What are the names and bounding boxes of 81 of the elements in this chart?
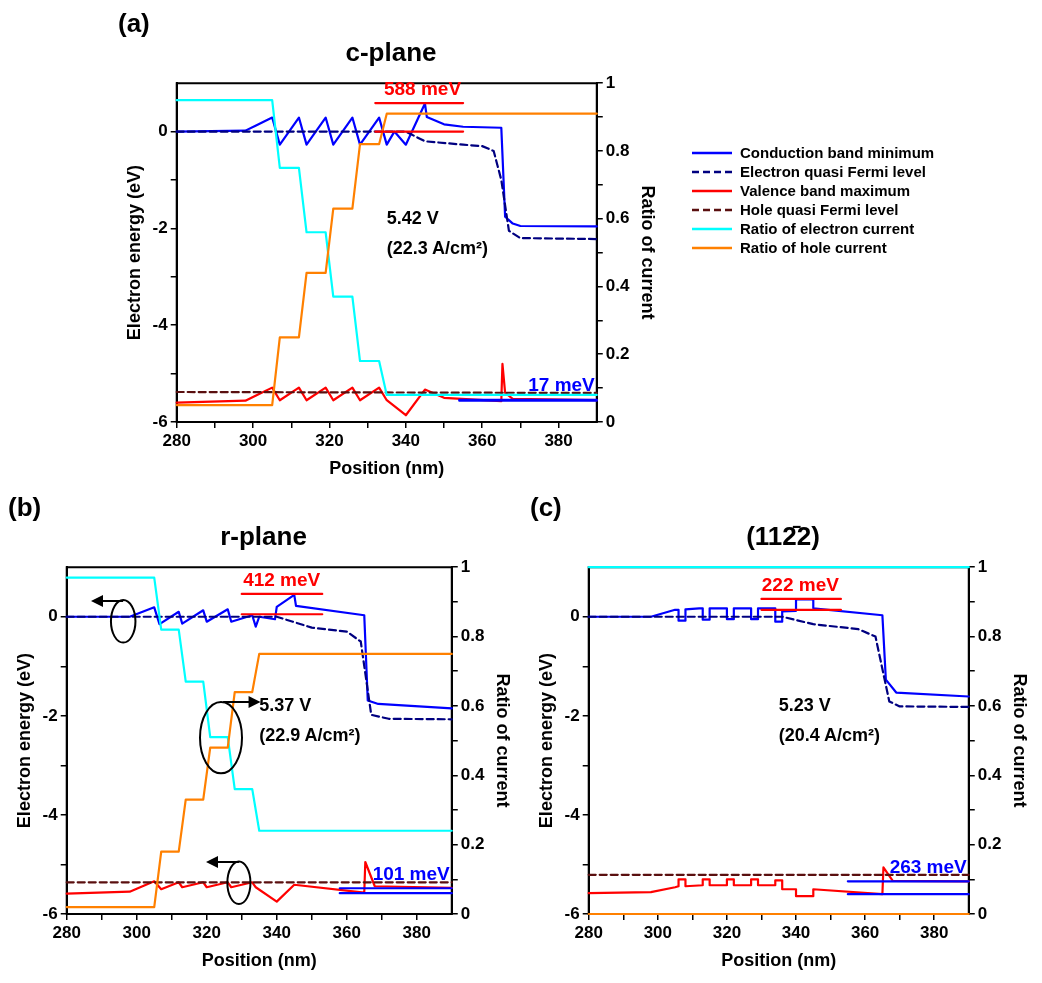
y2-axis-title: Ratio of current	[493, 673, 514, 808]
x-axis-title: Position (nm)	[329, 458, 445, 479]
annotation: 5.23 V	[778, 694, 831, 715]
y-tick-label: -2	[564, 705, 580, 725]
x-tick-label: 360	[332, 922, 361, 942]
text: (c)	[530, 492, 562, 523]
legend-label: Valence band maximum	[740, 181, 911, 201]
y2-tick-label: 0.8	[977, 626, 1002, 646]
annotation: (22.3 A/cm²)	[386, 237, 489, 258]
x-axis-title: Position (nm)	[721, 950, 837, 971]
annotation: 5.42 V	[386, 207, 439, 228]
y2-tick-label: 1	[460, 556, 471, 576]
text: (a)	[118, 8, 150, 39]
x-tick-label: 360	[468, 430, 497, 450]
series-label: 222 meV	[761, 573, 840, 595]
legend-label: Ratio of hole current	[740, 238, 887, 258]
y2-axis-title: Ratio of current	[1010, 673, 1031, 808]
chart-title: c-plane	[345, 36, 437, 67]
y-tick-label: 0	[570, 606, 580, 626]
series-label: 412 meV	[243, 568, 321, 590]
y2-tick-label: 0	[460, 903, 471, 923]
y2-tick-label: 1	[977, 556, 988, 576]
annotation: (20.4 A/cm²)	[778, 724, 881, 745]
y2-tick-label: 0	[977, 903, 988, 923]
y2-tick-label: 0.8	[460, 626, 485, 646]
x-tick-label: 360	[850, 922, 880, 942]
legend-label: Electron quasi Fermi level	[740, 162, 926, 182]
y2-tick-label: 0.4	[460, 764, 485, 784]
y2-tick-label: 0.6	[977, 695, 1002, 715]
x-tick-label: 340	[262, 922, 291, 942]
x-tick-label: 380	[544, 430, 573, 450]
y2-tick-label: 0.4	[977, 764, 1002, 784]
y-tick-label: -2	[152, 218, 168, 238]
series-label: 17 meV	[528, 374, 596, 396]
annotation: 5.37 V	[259, 694, 312, 715]
y2-tick-label: 0.2	[460, 834, 485, 854]
y2-tick-label: 0	[605, 411, 616, 431]
y2-axis-title: Ratio of current	[638, 185, 659, 320]
series-label: 101 meV	[372, 862, 451, 884]
y-tick-label: -4	[564, 804, 581, 824]
x-tick-label: 340	[391, 430, 421, 450]
y-tick-label: -6	[564, 903, 580, 923]
x-tick-label: 280	[52, 922, 81, 942]
y2-tick-label: 0.8	[605, 140, 630, 160]
x-tick-label: 300	[122, 922, 151, 942]
x-tick-label: 320	[192, 922, 221, 942]
y2-tick-label: 0.2	[977, 834, 1002, 854]
x-tick-label: 320	[315, 430, 344, 450]
y2-tick-label: 0.4	[605, 276, 630, 296]
x-tick-label: 300	[643, 922, 672, 942]
text: (b)	[8, 492, 42, 523]
legend-label: Hole quasi Fermi level	[740, 200, 899, 220]
series-label: 588 meV	[383, 77, 462, 99]
x-tick-label: 280	[162, 430, 191, 450]
y-axis-title: Electron energy (eV)	[535, 653, 556, 829]
x-tick-label: 280	[574, 922, 603, 942]
y2-tick-label: 0.2	[605, 343, 630, 363]
y-tick-label: 0	[158, 121, 168, 141]
y-tick-label: -6	[42, 903, 58, 923]
x-tick-label: 300	[238, 430, 268, 450]
y-tick-label: -4	[152, 314, 169, 334]
x-tick-label: 320	[712, 922, 742, 942]
y2-tick-label: 1	[605, 72, 616, 92]
legend-label: Ratio of electron current	[740, 219, 915, 239]
chart-title: (112̄2)	[746, 520, 820, 551]
y-tick-label: -4	[42, 804, 59, 824]
y-tick-label: -6	[152, 411, 168, 431]
x-axis-title: Position (nm)	[201, 950, 317, 971]
y-axis-title: Electron energy (eV)	[13, 653, 34, 829]
y-tick-label: -2	[42, 705, 58, 725]
x-tick-label: 380	[920, 922, 949, 942]
x-tick-label: 340	[781, 922, 811, 942]
y2-tick-label: 0.6	[605, 208, 630, 228]
chart-title: r-plane	[220, 520, 307, 551]
annotation: (22.9 A/cm²)	[259, 724, 361, 745]
y-axis-title: Electron energy (eV)	[123, 165, 144, 341]
legend-label: Conduction band minimum	[740, 143, 935, 163]
y2-tick-label: 0.6	[460, 695, 485, 715]
x-tick-label: 380	[402, 922, 431, 942]
y-tick-label: 0	[48, 606, 58, 626]
series-label: 263 meV	[889, 856, 968, 878]
